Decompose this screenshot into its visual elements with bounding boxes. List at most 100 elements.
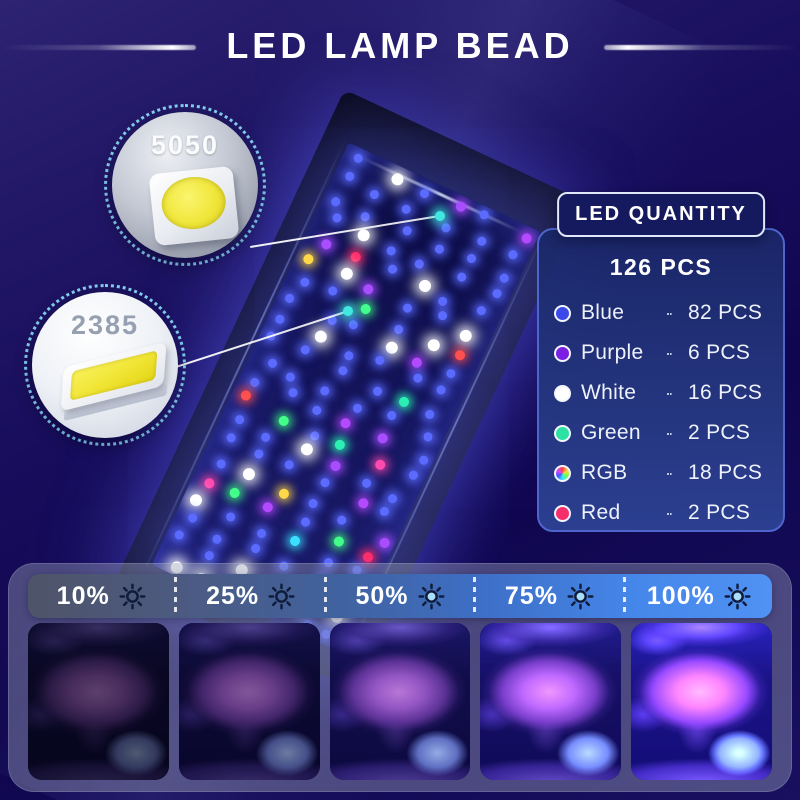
dotted-leader (667, 313, 672, 315)
color-count: 2 PCS (688, 501, 751, 524)
aquarium-photo (178, 623, 320, 780)
led-dot (255, 527, 268, 539)
led-dot (330, 211, 343, 224)
callout-circle: 5050 (112, 112, 258, 258)
led-dot (282, 458, 295, 471)
led-dot (389, 171, 406, 188)
led-dot (491, 287, 504, 300)
page-title: LED LAMP BEAD (226, 25, 574, 66)
led-dot (343, 349, 356, 362)
color-dot (554, 384, 571, 402)
led-dot (319, 238, 334, 252)
led-dot (433, 242, 446, 255)
color-name: Blue (581, 301, 625, 324)
chip-5050-label: 5050 (150, 130, 220, 160)
led-dot (362, 282, 376, 296)
color-dot (554, 504, 571, 522)
led-dot (225, 432, 238, 445)
led-dot (426, 336, 443, 353)
dotted-leader (667, 513, 672, 515)
led-dot (203, 549, 216, 562)
quantity-row: RGB 18 PCS (554, 453, 768, 493)
led-dot (277, 487, 292, 501)
led-dot (298, 440, 315, 457)
aquarium-scene (329, 623, 471, 780)
led-dot (249, 542, 262, 555)
brightness-label: 25% (206, 581, 260, 610)
levels-strip: 10% 25% 50% (28, 574, 772, 618)
led-dot (333, 438, 347, 452)
led-dot (374, 458, 388, 472)
aquarium-photo (480, 623, 622, 780)
led-dot (233, 413, 246, 426)
title-row: LED LAMP BEAD (0, 22, 800, 70)
led-dot (397, 395, 412, 409)
led-dot (336, 513, 349, 526)
dashed-separator (473, 577, 477, 615)
led-dot (259, 431, 272, 444)
led-dot (440, 221, 453, 234)
led-dot (277, 414, 291, 428)
quantity-row: White 16 PCS (554, 373, 768, 413)
aquarium-photo (631, 623, 772, 780)
color-count: 2 PCS (688, 421, 751, 444)
led-quantity-rows: Blue 82 PCS Purple 6 PCS White 16 PCS Gr… (539, 293, 783, 533)
aquarium-photo (329, 623, 471, 780)
led-dot (352, 152, 365, 165)
led-dot (225, 510, 238, 523)
led-dot (375, 431, 389, 446)
led-dot (359, 210, 372, 223)
brightness-cell: 100% (626, 574, 772, 618)
led-dot (299, 276, 312, 289)
quantity-row: Red 2 PCS (554, 493, 768, 533)
led-dot (331, 535, 346, 549)
led-chip-5050-image (148, 165, 240, 247)
dotted-leader (667, 393, 672, 395)
quantity-row: Green 2 PCS (554, 413, 768, 453)
color-name: Green (581, 421, 641, 444)
led-dot (326, 284, 339, 297)
sun-icon (268, 582, 295, 610)
led-dot (343, 170, 356, 183)
color-count: 6 PCS (688, 341, 751, 364)
brightness-cell: 75% (476, 574, 622, 618)
led-dot (444, 367, 457, 380)
aquarium-scene (178, 623, 320, 780)
led-dot (240, 466, 257, 483)
led-dot (351, 402, 364, 415)
callout-circle: 2385 (32, 292, 178, 438)
brightness-label: 50% (355, 581, 409, 610)
dotted-leader (667, 353, 672, 355)
color-count: 18 PCS (688, 461, 763, 484)
led-chip-2385-image (59, 341, 168, 428)
dashed-separator (622, 577, 626, 615)
led-dot (319, 476, 331, 489)
brightness-label: 75% (504, 581, 558, 610)
brightness-cell: 10% (28, 574, 174, 618)
led-dot (347, 318, 360, 331)
led-dot (377, 536, 392, 550)
callout-target-led (435, 211, 445, 221)
color-name: RGB (581, 461, 628, 484)
sun-icon (724, 582, 751, 610)
led-dot (368, 188, 381, 201)
led-dot (284, 292, 296, 305)
dashed-separator (323, 577, 327, 615)
led-dot (475, 235, 488, 248)
callout-chip-2385: 2385 (24, 284, 186, 446)
led-dot (329, 458, 343, 473)
led-dot (186, 512, 199, 525)
callout-target-led (343, 306, 353, 316)
led-dot (421, 430, 434, 443)
dotted-leader (667, 433, 672, 435)
led-dot (435, 383, 448, 396)
led-dot (360, 477, 373, 490)
led-dot (416, 278, 433, 295)
chip-2385-label: 2385 (70, 310, 140, 340)
led-dot (187, 492, 204, 509)
levels-images (28, 623, 772, 780)
led-dot (385, 244, 398, 257)
led-dot (361, 550, 375, 564)
led-dot (507, 248, 520, 261)
led-dot (400, 224, 413, 237)
